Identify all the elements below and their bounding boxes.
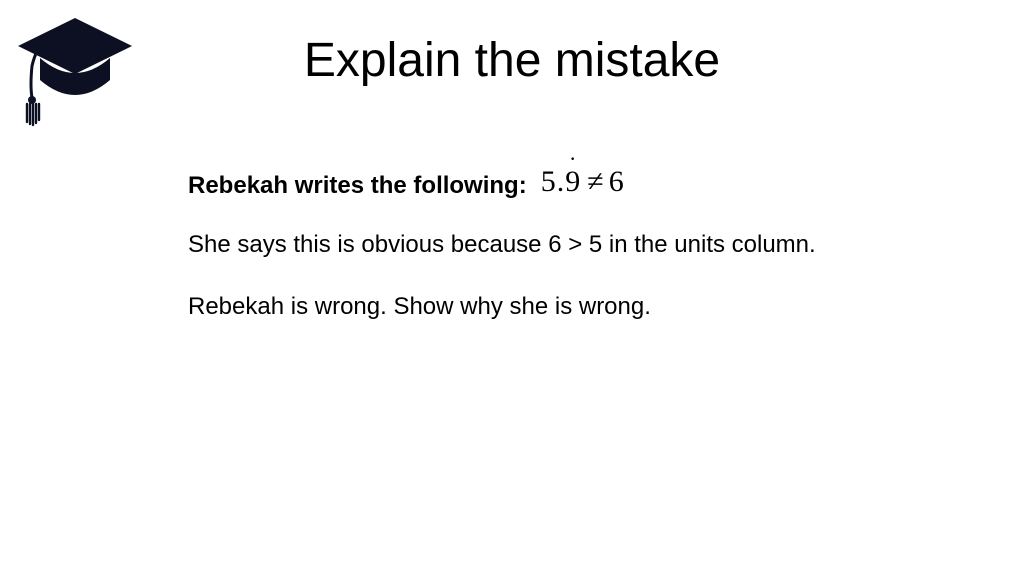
slide-content: Rebekah writes the following: 5.·9≠6 She… bbox=[188, 162, 848, 353]
not-equal-sign: ≠ bbox=[587, 162, 604, 203]
slide: Explain the mistake Rebekah writes the f… bbox=[0, 0, 1024, 576]
equation-right: 6 bbox=[609, 162, 625, 203]
recurring-digit-wrap: ·9 bbox=[565, 162, 581, 203]
statement-label: Rebekah writes the following: bbox=[188, 170, 527, 202]
explanation-paragraph-2: Rebekah is wrong. Show why she is wrong. bbox=[188, 291, 848, 323]
recurring-dot-icon: · bbox=[569, 148, 577, 170]
statement-line: Rebekah writes the following: 5.·9≠6 bbox=[188, 162, 848, 203]
slide-title: Explain the mistake bbox=[0, 33, 1024, 88]
explanation-paragraph-1: She says this is obvious because 6 > 5 i… bbox=[188, 229, 848, 261]
equation: 5.·9≠6 bbox=[541, 162, 625, 203]
equation-left-int: 5. bbox=[541, 162, 566, 203]
